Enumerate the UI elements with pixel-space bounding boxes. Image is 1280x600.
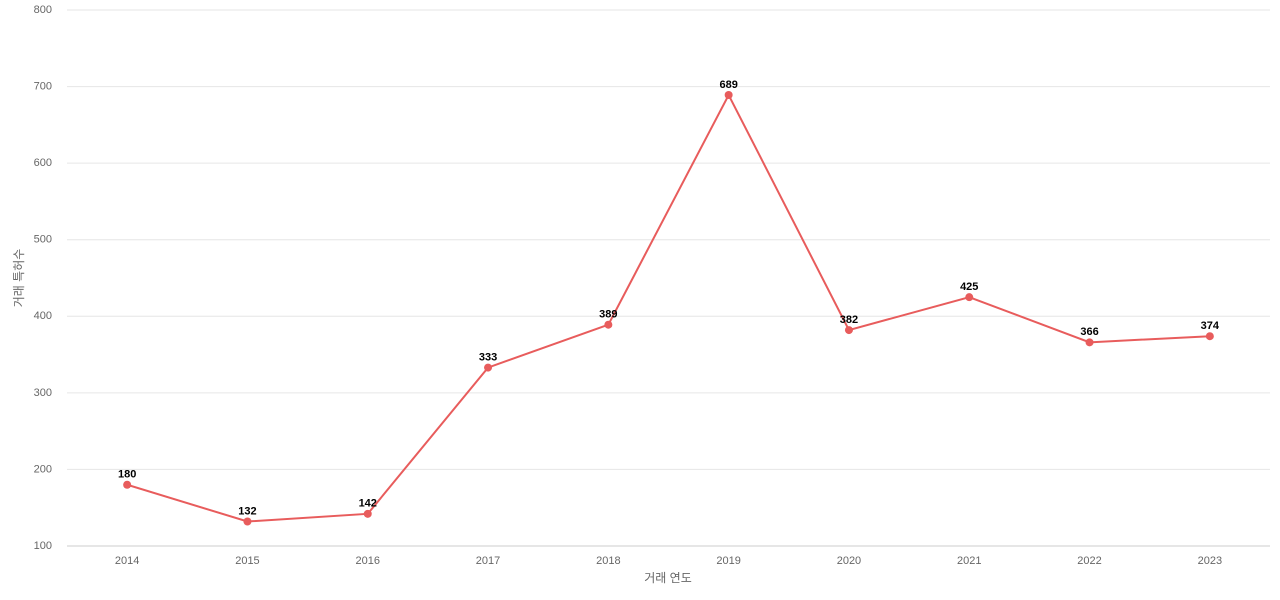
y-tick-label: 700 (34, 80, 52, 92)
y-axis-label: 거래 특허수 (12, 249, 26, 308)
y-tick-label: 500 (34, 234, 52, 246)
line (126, 92, 1210, 523)
x-tick-label: 2023 (1198, 555, 1222, 567)
point (243, 517, 252, 526)
point (1205, 332, 1214, 341)
x-tick-label: 2015 (235, 555, 259, 567)
value-label: 425 (960, 281, 978, 293)
point (1085, 338, 1094, 347)
x-tick-label: 2019 (716, 555, 740, 567)
point (484, 363, 493, 372)
y-tick-label: 600 (34, 157, 52, 169)
y-tick-label: 200 (34, 463, 52, 475)
y-tick-label: 800 (34, 4, 52, 16)
value-label: 142 (359, 498, 377, 510)
point (604, 320, 613, 329)
x-tick-label: 2021 (957, 555, 981, 567)
point (724, 90, 733, 99)
value-label: 689 (719, 79, 737, 91)
value-label: 374 (1201, 320, 1220, 332)
value-label: 389 (599, 309, 617, 321)
x-axis-label: 거래 연도 (644, 571, 692, 585)
value-label: 132 (238, 505, 256, 517)
value-label: 333 (479, 351, 497, 363)
value-label: 366 (1080, 326, 1098, 338)
value-label: 382 (840, 314, 858, 326)
y-tick-label: 300 (34, 387, 52, 399)
x-tick-label: 2017 (476, 555, 500, 567)
x-tick-label: 2022 (1077, 555, 1101, 567)
y-tick-label: 400 (34, 310, 52, 322)
x-tick-label: 2018 (596, 555, 620, 567)
point (844, 326, 853, 335)
y-tick-label: 100 (34, 540, 52, 552)
point (363, 509, 372, 518)
point (965, 293, 974, 302)
point (123, 480, 132, 489)
x-tick-label: 2016 (356, 555, 380, 567)
x-tick-label: 2020 (837, 555, 861, 567)
value-label: 180 (118, 469, 136, 481)
x-tick-label: 2014 (115, 555, 139, 567)
